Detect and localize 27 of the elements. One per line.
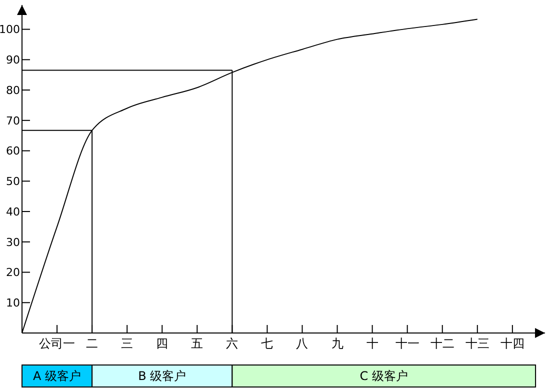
x-tick-label: 二 xyxy=(86,336,98,351)
x-tick-label: 公司一 xyxy=(39,336,76,351)
y-tick-label: 40 xyxy=(6,205,20,218)
y-tick-label: 90 xyxy=(6,54,20,67)
x-tick-label: 七 xyxy=(261,336,274,351)
x-tick-label: 十一 xyxy=(395,336,420,351)
x-tick-label: 九 xyxy=(331,336,344,351)
y-tick-label: 50 xyxy=(6,175,20,188)
y-tick-label: 80 xyxy=(6,84,20,97)
x-tick-label: 四 xyxy=(156,336,168,351)
x-tick-label: 十二 xyxy=(430,336,454,351)
x-tick-label: 八 xyxy=(296,336,308,351)
y-tick-label: 70 xyxy=(6,114,20,128)
box: A 级客户 xyxy=(22,364,93,388)
y-tick-label: 20 xyxy=(6,266,20,280)
y-tick-label: 100 xyxy=(0,23,20,36)
x-tick-label: 五 xyxy=(191,336,204,351)
x-tick-label: 三 xyxy=(121,336,134,351)
y-tick-label: 30 xyxy=(6,236,20,249)
box: C 级客户 xyxy=(232,364,536,388)
x-tick-label: 十 xyxy=(366,336,378,351)
x-tick-label: 六 xyxy=(226,336,238,351)
y-tick-label: 60 xyxy=(6,144,20,158)
x-tick-label: 十三 xyxy=(465,336,490,351)
x-tick-label: 十四 xyxy=(500,336,524,351)
y-tick-label: 10 xyxy=(6,296,20,310)
box: B 级客户 xyxy=(92,364,233,388)
